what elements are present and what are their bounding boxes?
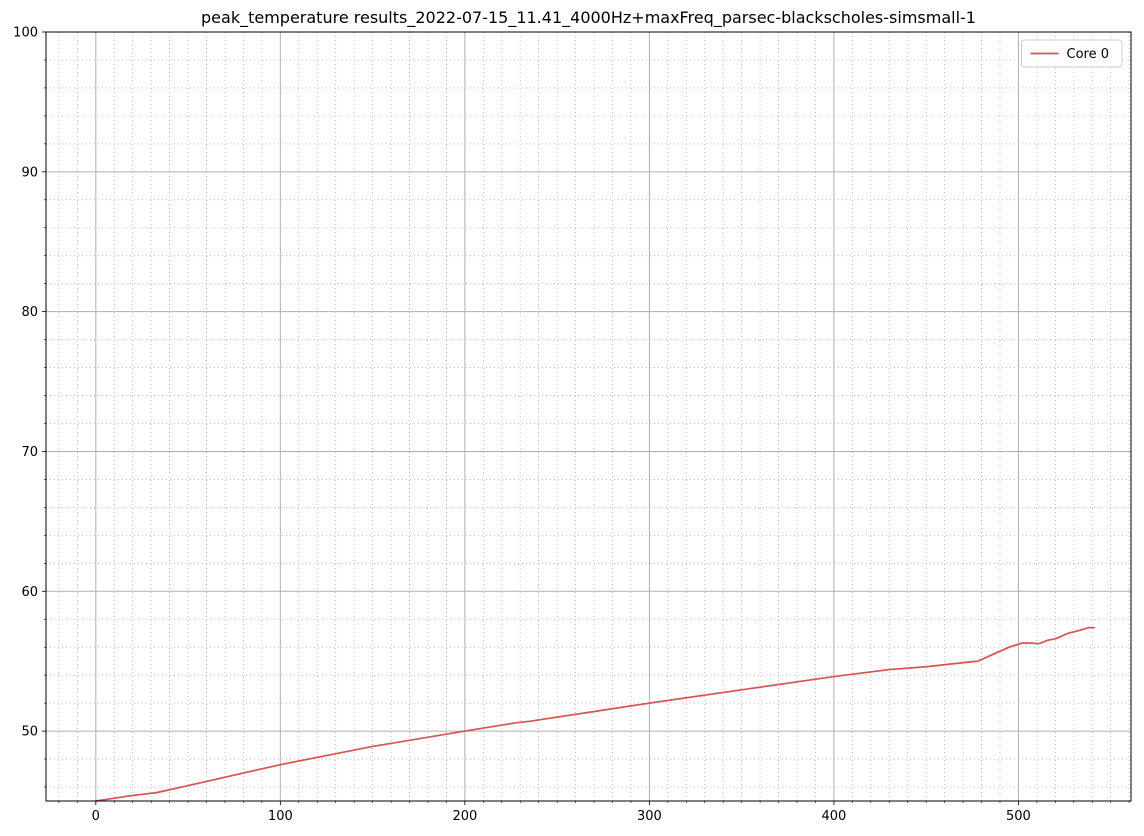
y-tick-label: 60 [21,585,38,600]
y-tick-label: 70 [21,445,38,460]
major-grid [46,31,1131,801]
x-tick-label: 300 [637,809,662,824]
chart-title: peak_temperature results_2022-07-15_11.4… [201,8,976,28]
y-tick-label: 80 [21,305,38,320]
x-tick-label: 500 [1006,809,1031,824]
series-layer [94,626,1095,802]
x-tick-label: 100 [268,809,293,824]
x-tick-label: 0 [92,809,100,824]
x-tick-label: 200 [452,809,477,824]
series-line-core-0 [94,626,1095,802]
legend: Core 0 [1021,39,1123,68]
y-tick-label: 50 [21,725,38,740]
axis-ticks: 0 100 200 300 400 500 50 60 70 80 90 100 [13,26,1130,824]
x-tick-label: 400 [822,809,847,824]
legend-box [1021,39,1123,68]
plot-frame [45,31,1132,802]
minor-grid [46,32,1131,801]
y-tick-label: 100 [13,26,38,41]
y-tick-label: 90 [21,165,38,180]
legend-label-core-0: Core 0 [1067,47,1110,62]
